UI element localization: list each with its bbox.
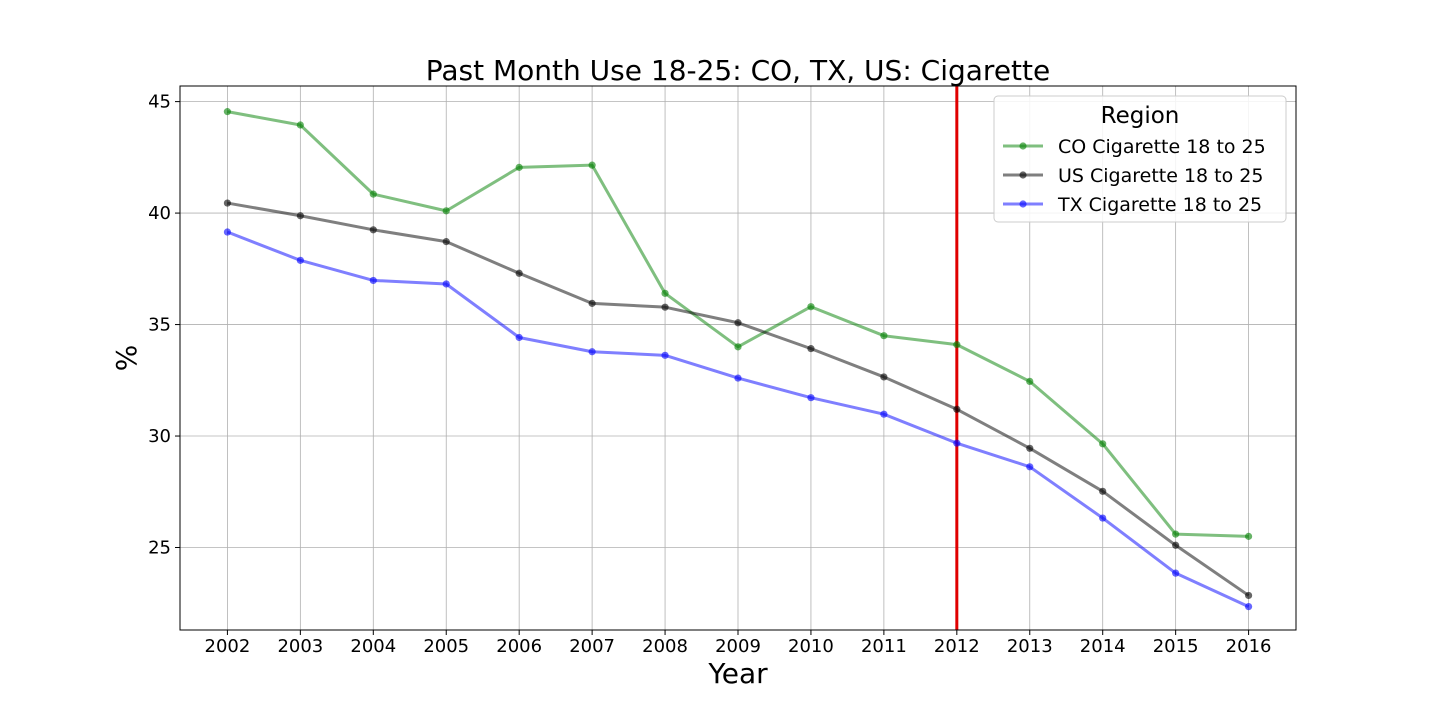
x-tick-label: 2008 <box>642 636 688 657</box>
x-axis-ticks: 2002 2003 2004 2005 2006 2007 2008 2009 2010 2011… <box>205 630 1272 657</box>
legend-swatch-marker <box>1019 142 1027 150</box>
series-us <box>223 199 1253 600</box>
x-tick-label: 2016 <box>1226 636 1272 657</box>
x-tick-label: 2003 <box>277 636 323 657</box>
x-tick-label: 2012 <box>934 636 980 657</box>
y-tick-label: 30 <box>148 426 171 447</box>
data-point-co <box>953 341 961 349</box>
legend-item-us: US Cigarette 18 to 25 <box>1003 165 1263 187</box>
data-point-us <box>296 212 304 220</box>
data-point-us <box>807 345 815 353</box>
data-point-tx <box>296 256 304 264</box>
data-point-tx <box>442 280 450 288</box>
legend-swatch-marker <box>1019 171 1027 179</box>
legend-item-tx: TX Cigarette 18 to 25 <box>1003 194 1262 216</box>
data-point-us <box>1244 591 1253 600</box>
data-point-co <box>661 289 669 297</box>
x-tick-label: 2009 <box>715 636 761 657</box>
data-point-tx <box>1172 569 1180 577</box>
x-tick-label: 2005 <box>423 636 469 657</box>
data-point-co <box>880 332 888 340</box>
data-point-us <box>1172 541 1180 549</box>
data-point-co <box>1099 440 1107 448</box>
legend-label: US Cigarette 18 to 25 <box>1058 165 1263 187</box>
data-point-tx <box>588 348 596 356</box>
data-point-us <box>369 226 377 234</box>
data-point-tx <box>953 439 961 447</box>
y-axis-ticks: 25 30 35 40 45 <box>148 92 180 559</box>
x-tick-label: 2004 <box>350 636 396 657</box>
data-point-us <box>953 405 961 413</box>
data-point-tx <box>369 276 377 285</box>
data-point-tx <box>880 410 888 418</box>
data-point-us <box>880 373 888 381</box>
legend-swatch-marker <box>1019 200 1027 208</box>
y-tick-label: 40 <box>148 203 171 224</box>
legend-label: CO Cigarette 18 to 25 <box>1058 136 1266 158</box>
x-tick-label: 2002 <box>205 636 251 657</box>
data-point-co <box>296 121 304 129</box>
legend: Region CO Cigarette 18 to 25 US Cigarette… <box>993 95 1287 223</box>
data-point-us <box>588 299 596 307</box>
x-tick-label: 2006 <box>496 636 542 657</box>
data-point-us <box>1026 444 1034 452</box>
x-tick-label: 2010 <box>788 636 834 657</box>
x-tick-label: 2015 <box>1153 636 1199 657</box>
y-tick-label: 45 <box>148 92 171 113</box>
chart-title: Past Month Use 18-25: CO, TX, US: Cigare… <box>426 54 1050 87</box>
data-point-co <box>807 303 815 311</box>
data-point-us <box>515 269 523 277</box>
data-point-us <box>661 303 669 311</box>
series-layer <box>223 108 1253 611</box>
data-point-us <box>1099 487 1107 495</box>
data-point-tx <box>515 333 523 342</box>
series-co <box>223 108 1253 540</box>
x-tick-label: 2011 <box>861 636 907 657</box>
legend-label: TX Cigarette 18 to 25 <box>1057 194 1262 216</box>
data-point-tx <box>807 394 815 402</box>
data-point-co <box>369 190 377 198</box>
y-axis-label: % <box>110 345 143 372</box>
data-point-us <box>734 319 742 327</box>
data-point-co <box>1244 532 1253 540</box>
data-point-us <box>442 238 450 246</box>
data-point-tx <box>1244 602 1253 611</box>
y-tick-label: 35 <box>148 315 171 336</box>
data-point-co <box>515 163 523 171</box>
y-tick-label: 25 <box>148 538 171 559</box>
data-point-us <box>223 199 232 207</box>
data-point-tx <box>1026 463 1034 471</box>
data-point-co <box>223 108 232 116</box>
legend-item-co: CO Cigarette 18 to 25 <box>1003 136 1266 158</box>
x-tick-label: 2013 <box>1007 636 1053 657</box>
x-axis-label: Year <box>707 657 768 690</box>
data-point-tx <box>734 374 742 382</box>
series-tx <box>223 228 1253 611</box>
x-tick-label: 2007 <box>569 636 615 657</box>
legend-box <box>993 95 1287 223</box>
data-point-tx <box>661 351 669 359</box>
data-point-co <box>588 161 596 169</box>
data-point-co <box>734 343 742 351</box>
legend-title: Region <box>1101 103 1180 129</box>
data-point-tx <box>223 228 232 236</box>
data-point-tx <box>1099 514 1107 522</box>
data-point-co <box>442 207 450 215</box>
data-point-co <box>1172 530 1180 538</box>
legend-items: CO Cigarette 18 to 25 US Cigarette 18 to … <box>1003 136 1266 216</box>
data-point-co <box>1026 377 1034 386</box>
x-tick-label: 2014 <box>1080 636 1126 657</box>
